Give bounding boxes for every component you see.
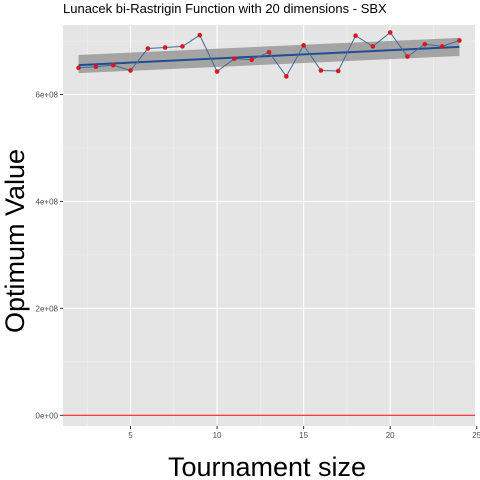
data-point [301, 43, 306, 48]
x-tick-label: 15 [299, 431, 308, 440]
data-point [422, 42, 427, 47]
data-point [457, 38, 462, 43]
x-tick-label: 10 [213, 431, 222, 440]
data-point [336, 69, 341, 74]
data-point [215, 69, 220, 74]
data-point [128, 68, 133, 73]
data-point [353, 33, 358, 38]
data-point [371, 44, 376, 49]
data-point [232, 56, 237, 61]
x-axis-title: Tournament size [168, 452, 366, 480]
x-tick-label: 5 [128, 431, 133, 440]
y-axis: 0e+00 2e+08 4e+08 6e+08 [36, 91, 63, 421]
data-point [111, 63, 116, 68]
data-point [388, 30, 393, 35]
data-point [440, 44, 445, 49]
y-tick-label: 2e+08 [36, 304, 59, 313]
x-tick-label: 20 [386, 431, 395, 440]
data-point [76, 65, 81, 70]
chart-title: Lunacek bi-Rastrigin Function with 20 di… [63, 1, 387, 16]
data-point [319, 68, 324, 73]
y-tick-label: 4e+08 [36, 197, 59, 206]
x-tick-label: 25 [472, 431, 480, 440]
data-point [180, 44, 185, 49]
plot-area [63, 25, 475, 426]
data-point [146, 46, 151, 51]
data-point [163, 45, 168, 50]
y-tick-label: 6e+08 [36, 91, 59, 100]
x-axis: 5 10 15 20 25 [128, 426, 480, 440]
data-point [197, 33, 202, 38]
y-tick-label: 0e+00 [36, 411, 59, 420]
y-axis-title: Optimum Value [0, 149, 30, 333]
data-point [267, 50, 272, 55]
data-point [284, 74, 289, 79]
data-point [94, 64, 99, 69]
data-point [405, 54, 410, 59]
data-point [249, 57, 254, 62]
